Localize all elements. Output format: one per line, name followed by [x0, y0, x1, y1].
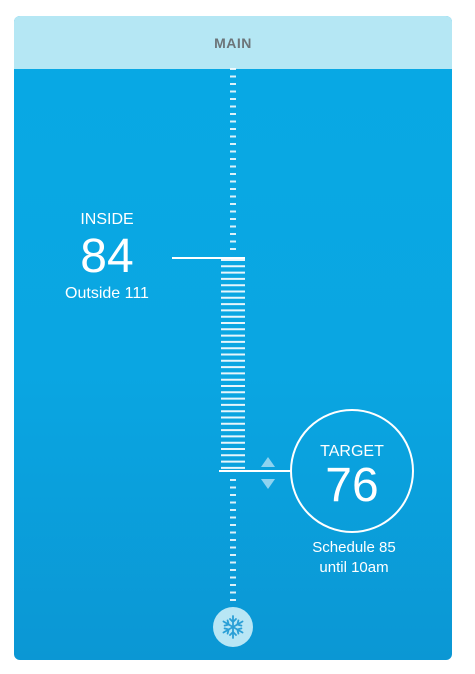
inside-readout: INSIDE 84 Outside 111 [42, 210, 172, 304]
schedule-line-1: Schedule 85 [282, 538, 426, 558]
outside-temperature: Outside 111 [42, 284, 172, 304]
increase-target-button[interactable] [261, 457, 275, 467]
schedule-text: Schedule 85 until 10am [282, 538, 426, 578]
inside-temperature: 84 [42, 230, 172, 284]
snowflake-icon [219, 613, 247, 641]
inside-label: INSIDE [42, 210, 172, 230]
target-circle[interactable]: TARGET 76 [290, 409, 414, 533]
target-temperature: 76 [292, 461, 412, 511]
schedule-line-2: until 10am [282, 558, 426, 578]
decrease-target-button[interactable] [261, 479, 275, 489]
thermostat-card: MAIN INSIDE 84 Outside 111 TARGET 76 Sch… [14, 16, 452, 660]
mode-button[interactable] [213, 607, 253, 647]
